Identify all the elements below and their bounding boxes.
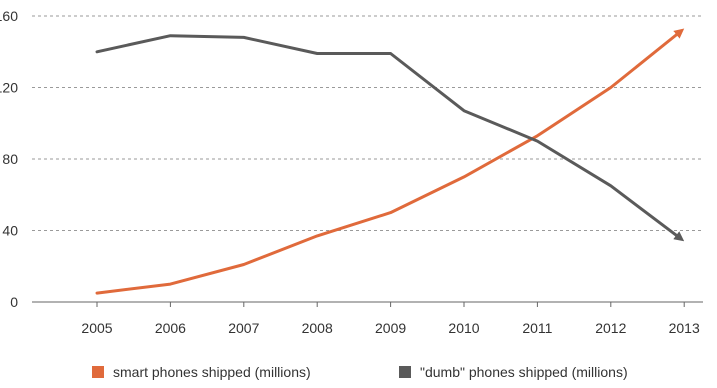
gridlines (32, 15, 703, 231)
x-tick-label: 2010 (448, 320, 479, 336)
series-lines (95, 28, 685, 295)
x-tick-label: 2007 (228, 320, 259, 336)
legend-swatch-dumb-phones (399, 366, 411, 378)
y-axis-tick-labels: 0 40 80 120 160 (0, 8, 18, 310)
legend-item-smart-phones: smart phones shipped (millions) (92, 364, 311, 380)
line-chart: 0 40 80 120 160 2005 2006 2007 2008 2009 2010 2011… (0, 8, 703, 336)
x-axis-tick-labels: 2005 2006 2007 2008 2009 2010 2011 2012 2013 (81, 320, 700, 336)
y-tick-label: 40 (2, 223, 18, 239)
y-tick-label: 120 (0, 80, 18, 96)
axes (32, 301, 703, 307)
y-tick-label: 160 (0, 8, 18, 24)
x-tick-label: 2012 (595, 320, 626, 336)
legend-label-smart-phones: smart phones shipped (millions) (113, 364, 311, 380)
legend-swatch-smart-phones (92, 366, 104, 378)
x-tick-label: 2009 (375, 320, 406, 336)
x-tick-label: 2008 (302, 320, 333, 336)
y-tick-label: 80 (2, 151, 18, 167)
x-tick-label: 2006 (155, 320, 186, 336)
x-tick-label: 2011 (522, 320, 552, 336)
series-line-smart-phones (95, 28, 685, 295)
legend-item-dumb-phones: "dumb" phones shipped (millions) (399, 364, 628, 380)
x-tick-label: 2005 (81, 320, 112, 336)
series-line-dumb-phones (95, 34, 685, 242)
x-tick-label: 2013 (669, 320, 700, 336)
y-tick-label: 0 (10, 294, 18, 310)
legend-label-dumb-phones: "dumb" phones shipped (millions) (420, 364, 628, 380)
legend: smart phones shipped (millions) "dumb" p… (0, 362, 717, 386)
